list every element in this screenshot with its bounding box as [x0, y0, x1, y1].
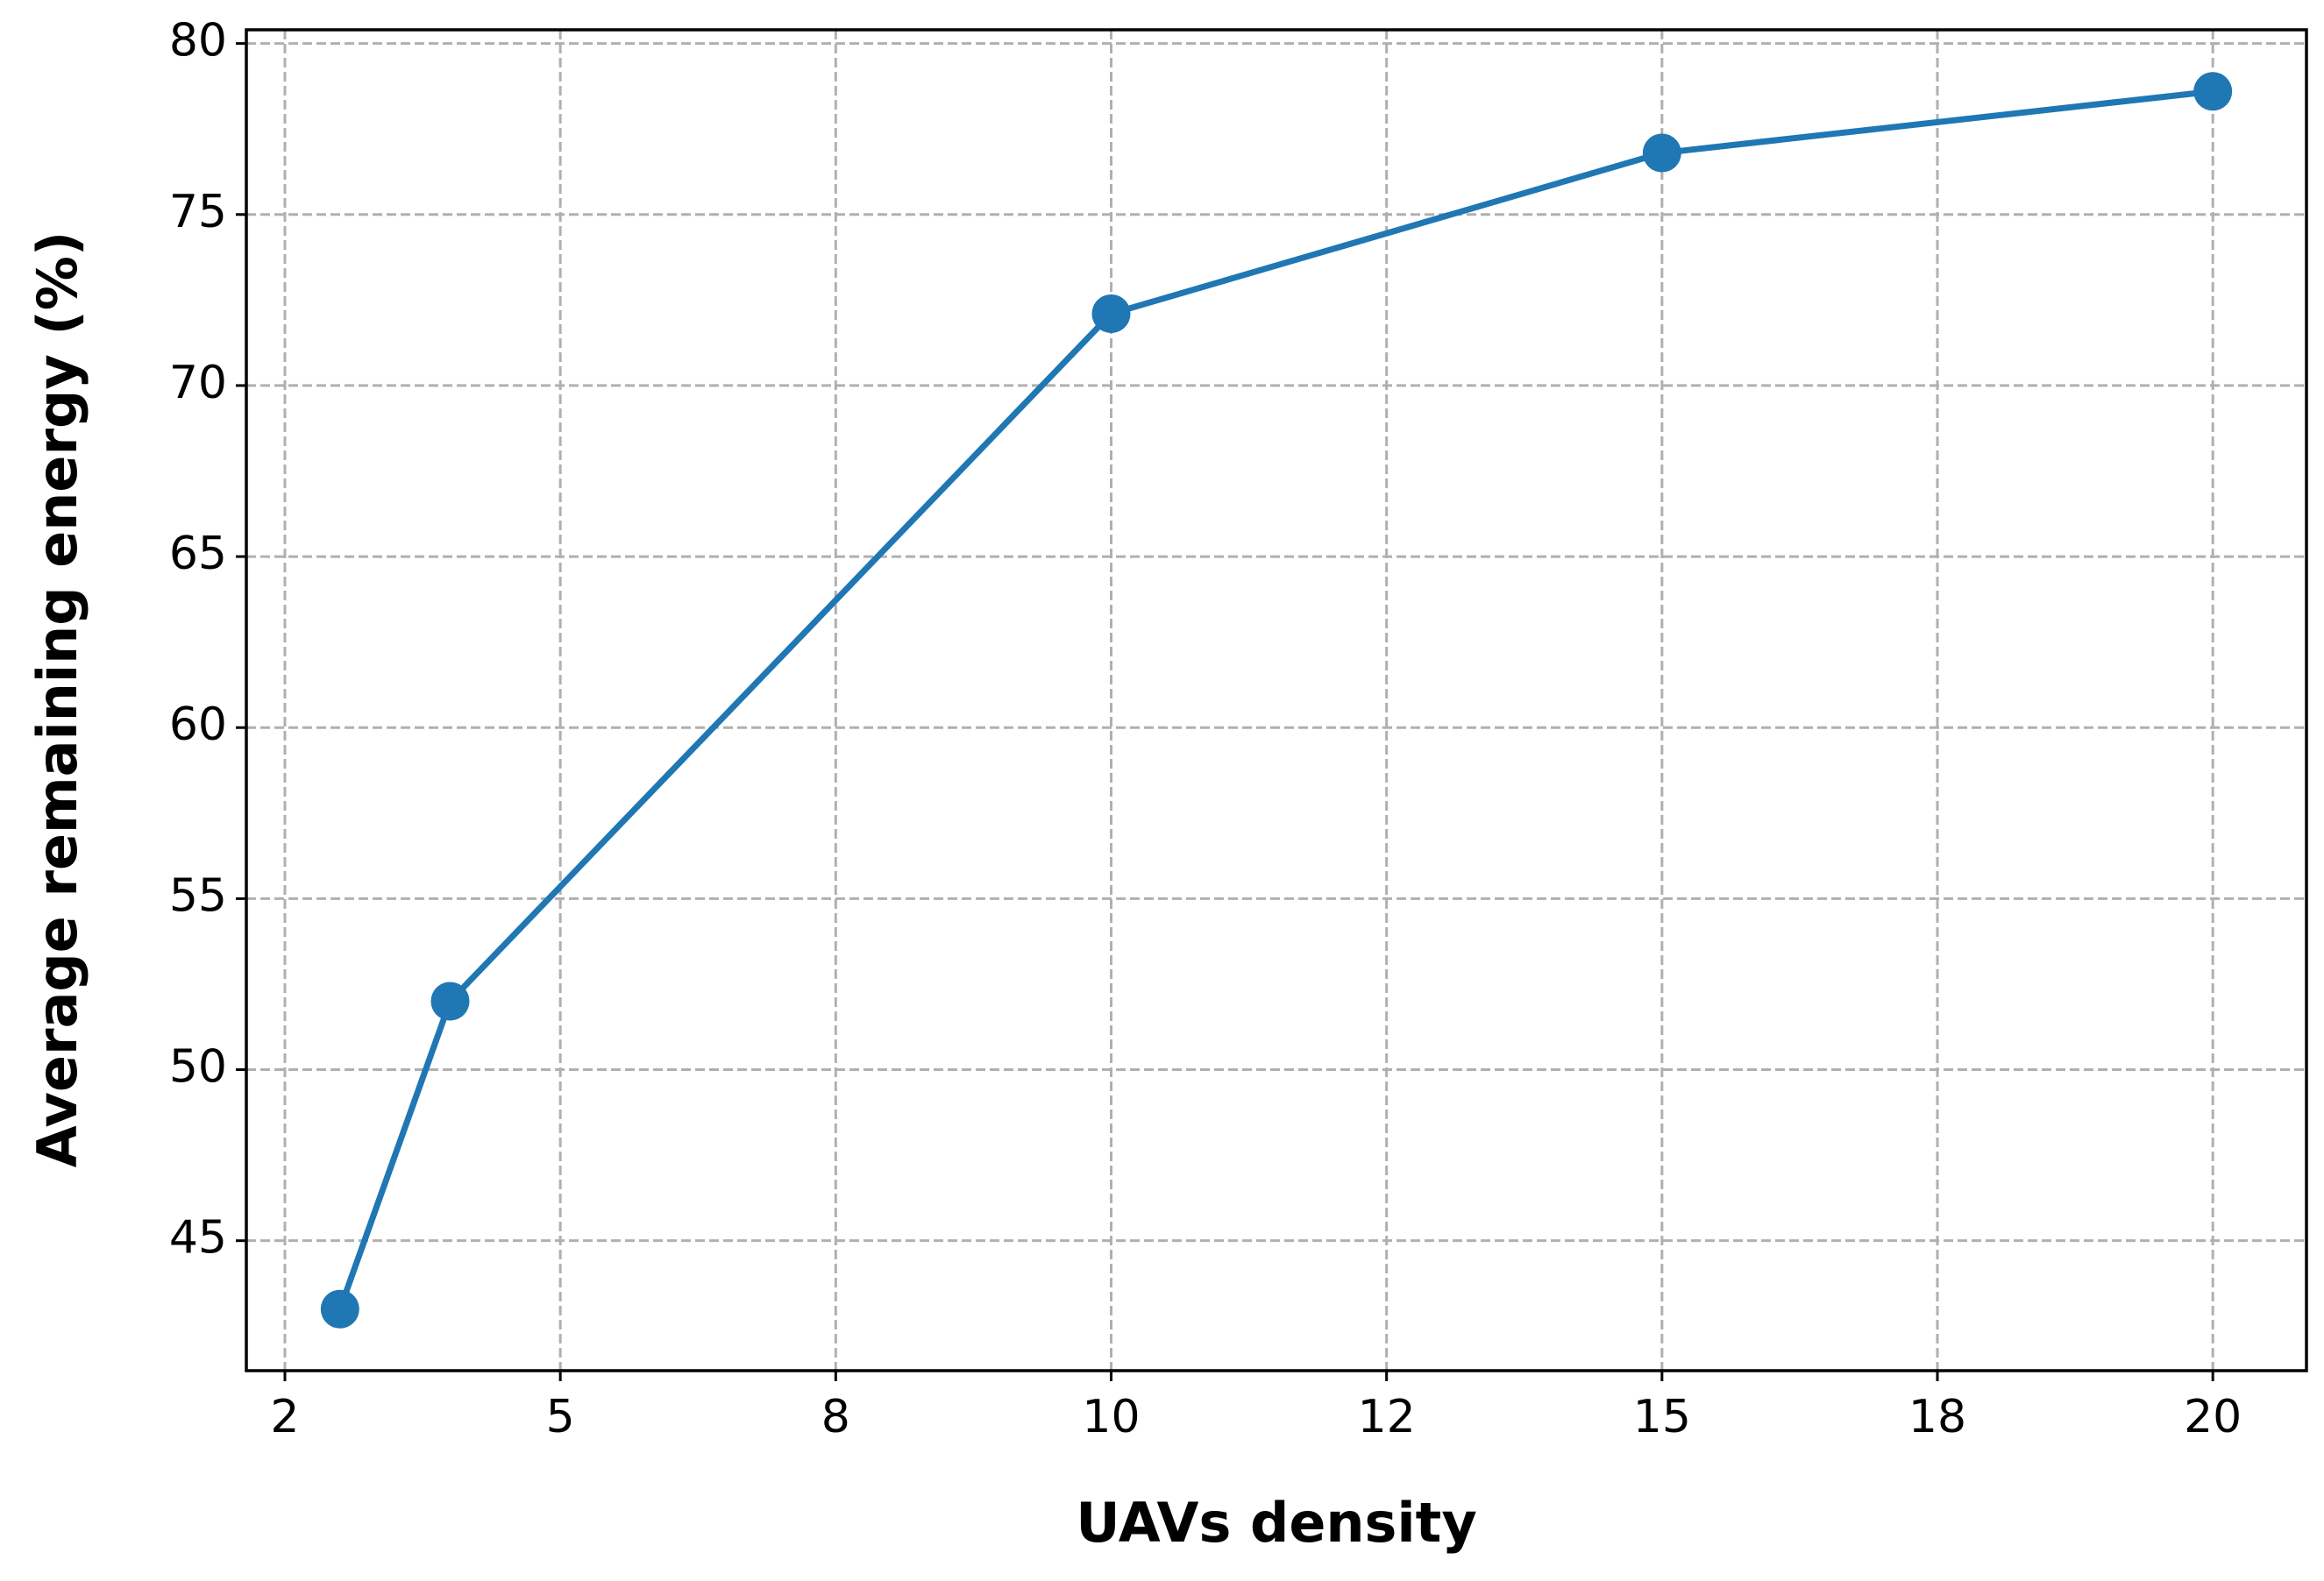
data-point	[430, 982, 470, 1021]
plot-frame	[245, 28, 2308, 1372]
y-tick-label: 70	[169, 357, 227, 409]
x-tick-label: 5	[546, 1391, 575, 1443]
data-point	[1642, 133, 1681, 173]
x-axis-label: UAVs density	[1076, 1491, 1476, 1555]
data-point	[2193, 72, 2233, 111]
y-tick-label: 60	[169, 698, 227, 751]
y-tick-label: 45	[169, 1212, 227, 1265]
y-tick-label: 50	[169, 1041, 227, 1094]
y-tick-label: 80	[169, 15, 227, 67]
y-tick-label: 75	[169, 186, 227, 238]
y-axis-label: Average remaining energy (%)	[25, 231, 89, 1167]
x-tick-label: 2	[270, 1391, 299, 1443]
y-tick-label: 55	[169, 869, 227, 922]
x-tick-label: 18	[1908, 1391, 1966, 1443]
x-tick-label: 20	[2184, 1391, 2242, 1443]
data-point	[320, 1289, 359, 1329]
data-point	[1091, 294, 1131, 333]
y-tick-label: 65	[169, 528, 227, 580]
x-tick-label: 8	[821, 1391, 850, 1443]
data-line	[337, 88, 2214, 1310]
x-tick-label: 12	[1358, 1391, 1416, 1443]
x-tick-label: 15	[1633, 1391, 1691, 1443]
x-tick-label: 10	[1082, 1391, 1140, 1443]
